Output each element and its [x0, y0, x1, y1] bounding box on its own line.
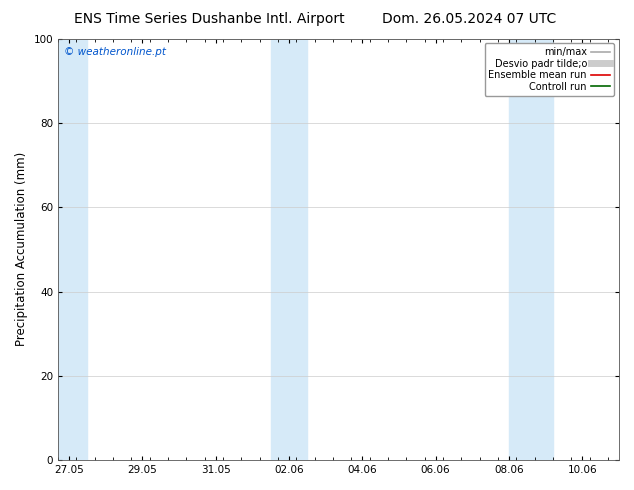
Bar [58, 39, 87, 460]
Bar [271, 39, 307, 460]
Bar [509, 39, 553, 460]
Text: © weatheronline.pt: © weatheronline.pt [63, 47, 165, 57]
Legend: min/max, Desvio padr tilde;o, Ensemble mean run, Controll run: min/max, Desvio padr tilde;o, Ensemble m… [484, 44, 614, 96]
Y-axis label: Precipitation Accumulation (mm): Precipitation Accumulation (mm) [15, 152, 28, 346]
Text: ENS Time Series Dushanbe Intl. Airport: ENS Time Series Dushanbe Intl. Airport [74, 12, 344, 26]
Text: Dom. 26.05.2024 07 UTC: Dom. 26.05.2024 07 UTC [382, 12, 556, 26]
